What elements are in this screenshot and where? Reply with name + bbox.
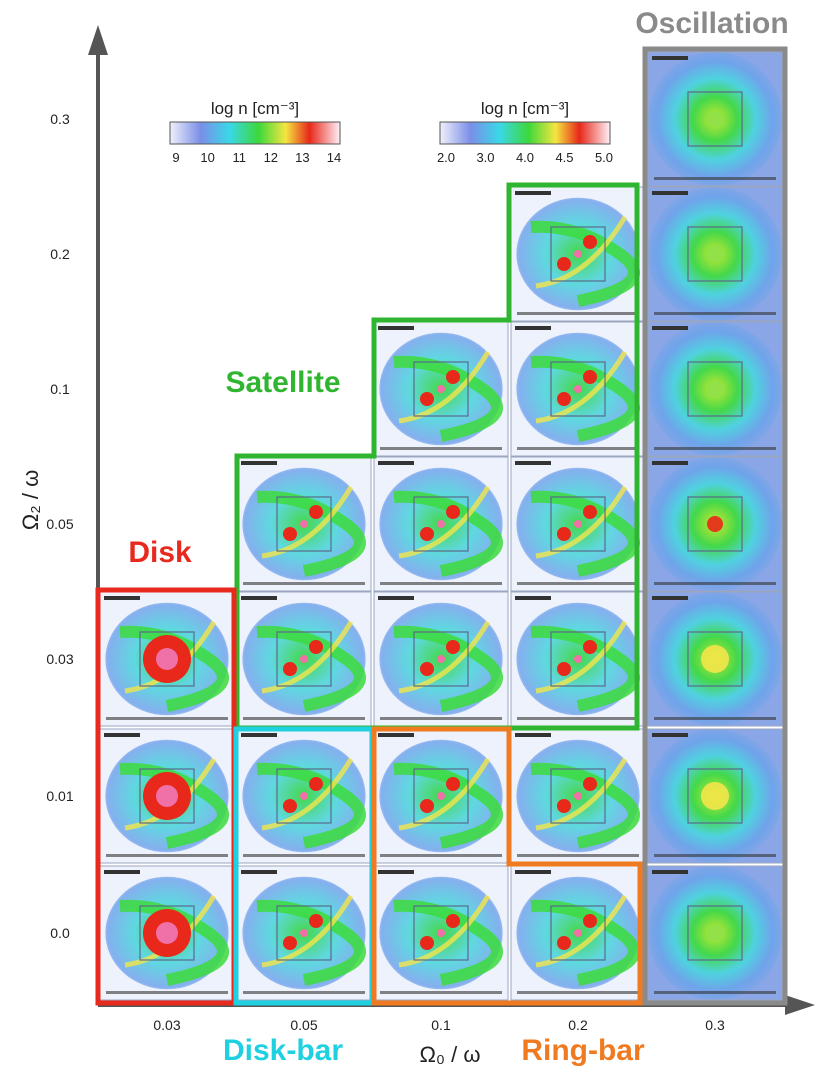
panel-r3-c3 xyxy=(510,456,646,592)
colorbar-tick: 14 xyxy=(327,150,341,165)
y-tick-6: 0.0 xyxy=(50,925,70,941)
panel-r2-c2 xyxy=(373,321,509,457)
panel-r2-c3 xyxy=(510,321,646,457)
panel-r3-c4 xyxy=(647,456,783,592)
colorbar-tick: 5.0 xyxy=(595,150,613,165)
y-tick-4: 0.03 xyxy=(46,651,73,667)
panel-r3-c1 xyxy=(236,456,372,592)
panel-r4-c3 xyxy=(510,591,646,727)
y-tick-2: 0.1 xyxy=(50,381,70,397)
x-axis-title: Ω₀ / ω xyxy=(419,1042,480,1067)
y-axis-arrow xyxy=(88,25,108,55)
y-tick-0: 0.3 xyxy=(50,111,70,127)
colorbar-tick: 10 xyxy=(200,150,214,165)
y-axis-title: Ω₂ / ω xyxy=(18,470,43,531)
colorbar-tick: 9 xyxy=(172,150,179,165)
colorbar-tick: 2.0 xyxy=(437,150,455,165)
y-tick-labels: 0.3 0.2 0.1 0.05 0.03 0.01 0.0 xyxy=(46,111,73,941)
satellite-frame xyxy=(234,182,640,731)
ring-bar-frame xyxy=(371,726,643,1006)
panel-r4-c4 xyxy=(647,591,783,727)
x-axis-arrow xyxy=(785,995,815,1015)
y-tick-1: 0.2 xyxy=(50,246,70,262)
panel-grid xyxy=(99,51,783,1001)
colorbar-tick: 12 xyxy=(264,150,278,165)
x-tick-4: 0.3 xyxy=(705,1017,725,1033)
ring-bar-label: Ring-bar xyxy=(521,1034,645,1067)
colorbar-left: log n [cm⁻³] 9 10 11 12 13 14 xyxy=(169,99,341,165)
panel-r6-c2 xyxy=(373,865,509,1001)
panel-r5-c2 xyxy=(373,728,509,864)
panel-r4-c0 xyxy=(99,591,235,727)
disk-label: Disk xyxy=(128,536,192,569)
panel-r5-c0 xyxy=(99,728,235,864)
satellite-label: Satellite xyxy=(225,366,340,399)
oscillation-frame xyxy=(642,46,788,1006)
x-tick-1: 0.05 xyxy=(290,1017,317,1033)
x-tick-3: 0.2 xyxy=(568,1017,588,1033)
region-frames xyxy=(95,46,788,1006)
x-tick-labels: 0.03 0.05 0.1 0.2 0.3 xyxy=(153,1017,725,1033)
x-tick-2: 0.1 xyxy=(431,1017,451,1033)
colorbar-tick: 4.5 xyxy=(555,150,573,165)
colorbar-right: log n [cm⁻³] 2.0 3.0 4.0 4.5 5.0 xyxy=(437,99,613,165)
oscillation-label: Oscillation xyxy=(635,7,788,40)
colorbar-tick: 3.0 xyxy=(476,150,494,165)
x-tick-0: 0.03 xyxy=(153,1017,180,1033)
y-tick-3: 0.05 xyxy=(46,516,73,532)
panel-r4-c2 xyxy=(373,591,509,727)
panel-r5-c1 xyxy=(236,728,372,864)
panel-r1-c3 xyxy=(510,186,646,322)
panel-r6-c4 xyxy=(647,865,783,1001)
panel-r5-c3 xyxy=(510,728,646,864)
colorbar-left-label: log n [cm⁻³] xyxy=(211,99,299,118)
panel-r6-c0 xyxy=(99,865,235,1001)
colorbar-right-label: log n [cm⁻³] xyxy=(481,99,569,118)
panel-r2-c4 xyxy=(647,321,783,457)
colorbar-tick: 4.0 xyxy=(516,150,534,165)
panel-r5-c4 xyxy=(647,728,783,864)
panel-r0-c4 xyxy=(647,51,783,187)
colorbar-tick: 13 xyxy=(295,150,309,165)
panel-r4-c1 xyxy=(236,591,372,727)
y-tick-5: 0.01 xyxy=(46,788,73,804)
panel-r3-c2 xyxy=(373,456,509,592)
colorbar-tick: 11 xyxy=(232,150,246,165)
panel-r6-c3 xyxy=(510,865,646,1001)
disk-bar-label: Disk-bar xyxy=(223,1034,343,1067)
panel-r1-c4 xyxy=(647,186,783,322)
panel-r6-c1 xyxy=(236,865,372,1001)
